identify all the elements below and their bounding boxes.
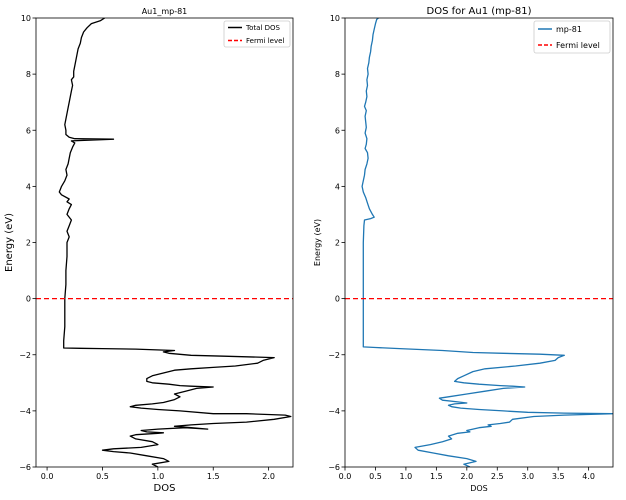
chart-1-ylabel: Energy (eV) [313, 219, 322, 266]
chart-0-axes-frame [35, 17, 294, 468]
chart-1-xtick-label: 3.5 [552, 472, 565, 481]
chart-1-axes-frame [344, 17, 614, 468]
chart-0-xtick-label: 0.0 [41, 472, 54, 481]
chart-1-title: DOS for Au1 (mp-81) [427, 6, 532, 17]
chart-0-legend: Total DOS Fermi level [223, 20, 291, 48]
chart-1-legend-label: mp-81 [556, 25, 582, 34]
chart-0-ytick-label: 4 [26, 182, 31, 191]
chart-1-legend-label: Fermi level [556, 41, 600, 50]
chart-0-series-line-total-dos [58, 18, 292, 467]
chart-1-ytick-label: 6 [335, 126, 340, 135]
chart-0-ytick-label: 2 [26, 239, 31, 248]
chart-1-ytick-label: −4 [328, 407, 340, 416]
chart-0-ylabel: Energy (eV) [4, 213, 15, 272]
chart-1-xtick-label: 2.5 [491, 472, 504, 481]
chart-1-ytick-label: 0 [335, 295, 340, 304]
chart-0-title: Au1_mp-81 [142, 7, 188, 16]
chart-1-xtick-label: 2.0 [460, 472, 473, 481]
chart-1-ytick-label: −2 [328, 351, 340, 360]
chart-0-ytick-label: −4 [19, 407, 31, 416]
chart-1-ytick-label: 4 [335, 182, 340, 191]
left-chart-panel: Au1_mp-81 0.0 0.5 1.0 1.5 2.0 −6 −4 −2 0 2 4 6 8 10 DOS… [4, 7, 294, 494]
chart-0-ytick-label: −2 [19, 351, 31, 360]
chart-0-ytick-label: 8 [26, 70, 31, 79]
chart-1-legend-box [533, 20, 611, 54]
chart-0-ytick-label: 10 [21, 14, 31, 23]
chart-0-xlabel: DOS [154, 483, 176, 494]
right-chart-panel: DOS for Au1 (mp-81) 0.0 0.5 1.0 1.5 2.0 2.5 3.0… [313, 6, 614, 493]
chart-1-xtick-label: 1.0 [400, 472, 413, 481]
chart-1-ytick-label: 10 [330, 14, 340, 23]
chart-0-xtick-label: 2.0 [262, 472, 275, 481]
chart-1-xlabel: DOS [470, 484, 488, 493]
chart-0-legend-label: Total DOS [245, 24, 280, 32]
chart-1-xtick-label: 3.0 [521, 472, 534, 481]
chart-1-legend: mp-81 Fermi level [533, 20, 611, 54]
chart-0-xtick-label: 1.5 [207, 472, 220, 481]
chart-1-ytick-label: 8 [335, 70, 340, 79]
chart-1-xtick-label: 0.5 [369, 472, 382, 481]
chart-1-ytick-label: 2 [335, 239, 340, 248]
chart-1-xtick-label: 1.5 [430, 472, 443, 481]
chart-0-ytick-label: 0 [26, 295, 31, 304]
chart-1-xtick-label: 4.0 [582, 472, 595, 481]
chart-0-xtick-label: 1.0 [151, 472, 164, 481]
chart-0-xtick-label: 0.5 [96, 472, 109, 481]
chart-0-ytick-label: 6 [26, 126, 31, 135]
chart-1-ytick-label: −6 [328, 463, 340, 472]
chart-0-ytick-label: −6 [19, 463, 31, 472]
chart-1-xtick-label: 0.0 [339, 472, 352, 481]
chart-1-series-line-mp-81 [361, 18, 613, 467]
chart-0-legend-label: Fermi level [246, 37, 284, 45]
